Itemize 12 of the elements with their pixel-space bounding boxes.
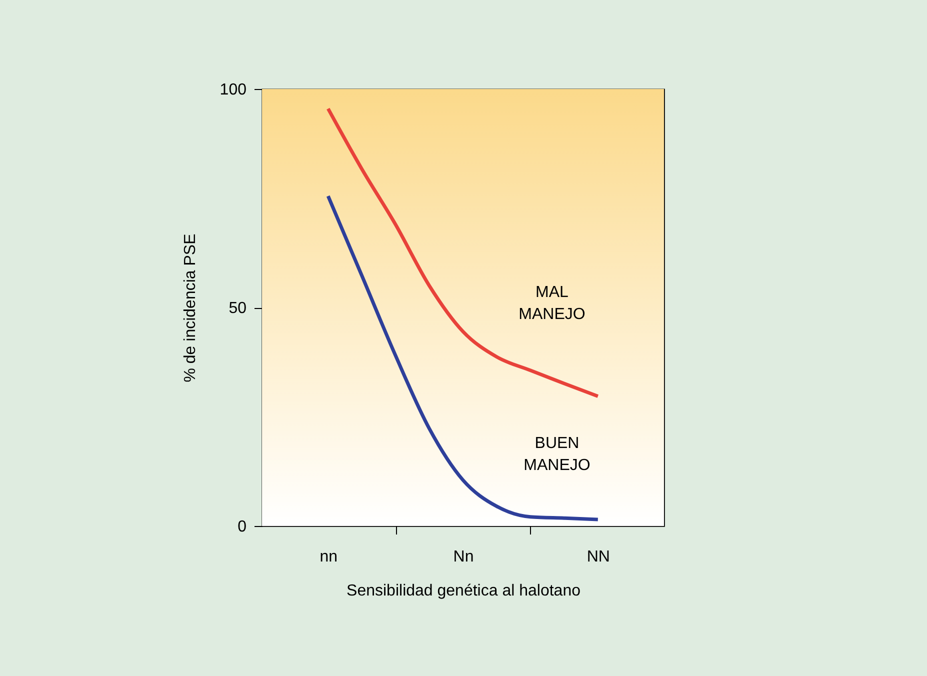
x-tick-label: NN xyxy=(586,548,610,566)
y-axis-title: % de incidencia PSE xyxy=(182,234,199,382)
line-series xyxy=(326,106,600,398)
line-series xyxy=(326,194,600,522)
x-tick-label: nn xyxy=(320,548,338,566)
x-tick-label: Nn xyxy=(453,548,474,566)
y-tick-label: 0 xyxy=(238,518,247,536)
x-axis-title: Sensibilidad genética al halotano xyxy=(346,582,581,600)
annotation: BUEN MANEJO xyxy=(524,435,590,474)
y-tick-label: 100 xyxy=(220,82,247,98)
y-tick-label: 50 xyxy=(228,300,247,317)
annotation: MAL MANEJO xyxy=(518,284,586,323)
